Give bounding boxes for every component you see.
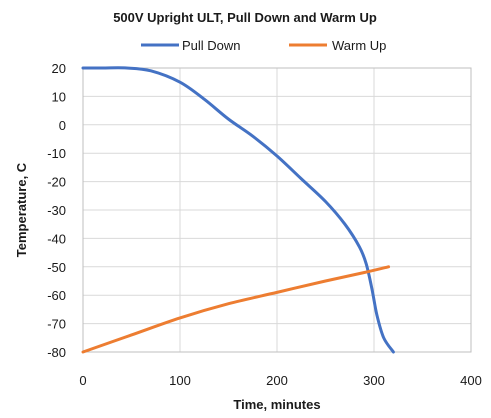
y-tick-label: -80 (47, 345, 66, 360)
gridlines (82, 67, 472, 353)
y-axis-ticks: 20 10 0 -10 -20 -30 -40 -50 -60 -70 -80 (47, 61, 66, 360)
y-axis-title: Temperature, C (14, 162, 29, 257)
chart-title: 500V Upright ULT, Pull Down and Warm Up (113, 10, 377, 25)
x-tick-label: 200 (266, 373, 288, 388)
x-tick-label: 300 (363, 373, 385, 388)
y-tick-label: 0 (59, 118, 66, 133)
x-axis-ticks: 0 100 200 300 400 (79, 373, 481, 388)
x-axis-title: Time, minutes (233, 397, 320, 412)
legend-label-pull-down: Pull Down (182, 38, 241, 53)
series-line-warm-up (81, 265, 391, 354)
x-tick-label: 0 (79, 373, 86, 388)
y-tick-label: -40 (47, 231, 66, 246)
y-tick-label: 10 (52, 89, 66, 104)
series-line-pull-down (81, 66, 395, 354)
legend-label-warm-up: Warm Up (332, 38, 386, 53)
plot-area (82, 67, 472, 353)
y-tick-label: -10 (47, 146, 66, 161)
x-tick-label: 100 (169, 373, 191, 388)
y-tick-label: -50 (47, 260, 66, 275)
y-tick-label: 20 (52, 61, 66, 76)
y-tick-label: -60 (47, 288, 66, 303)
legend: Pull Down Warm Up (141, 38, 386, 53)
y-tick-label: -20 (47, 175, 66, 190)
series-layer (81, 66, 395, 354)
y-tick-label: -30 (47, 203, 66, 218)
y-tick-label: -70 (47, 317, 66, 332)
x-tick-label: 400 (460, 373, 482, 388)
